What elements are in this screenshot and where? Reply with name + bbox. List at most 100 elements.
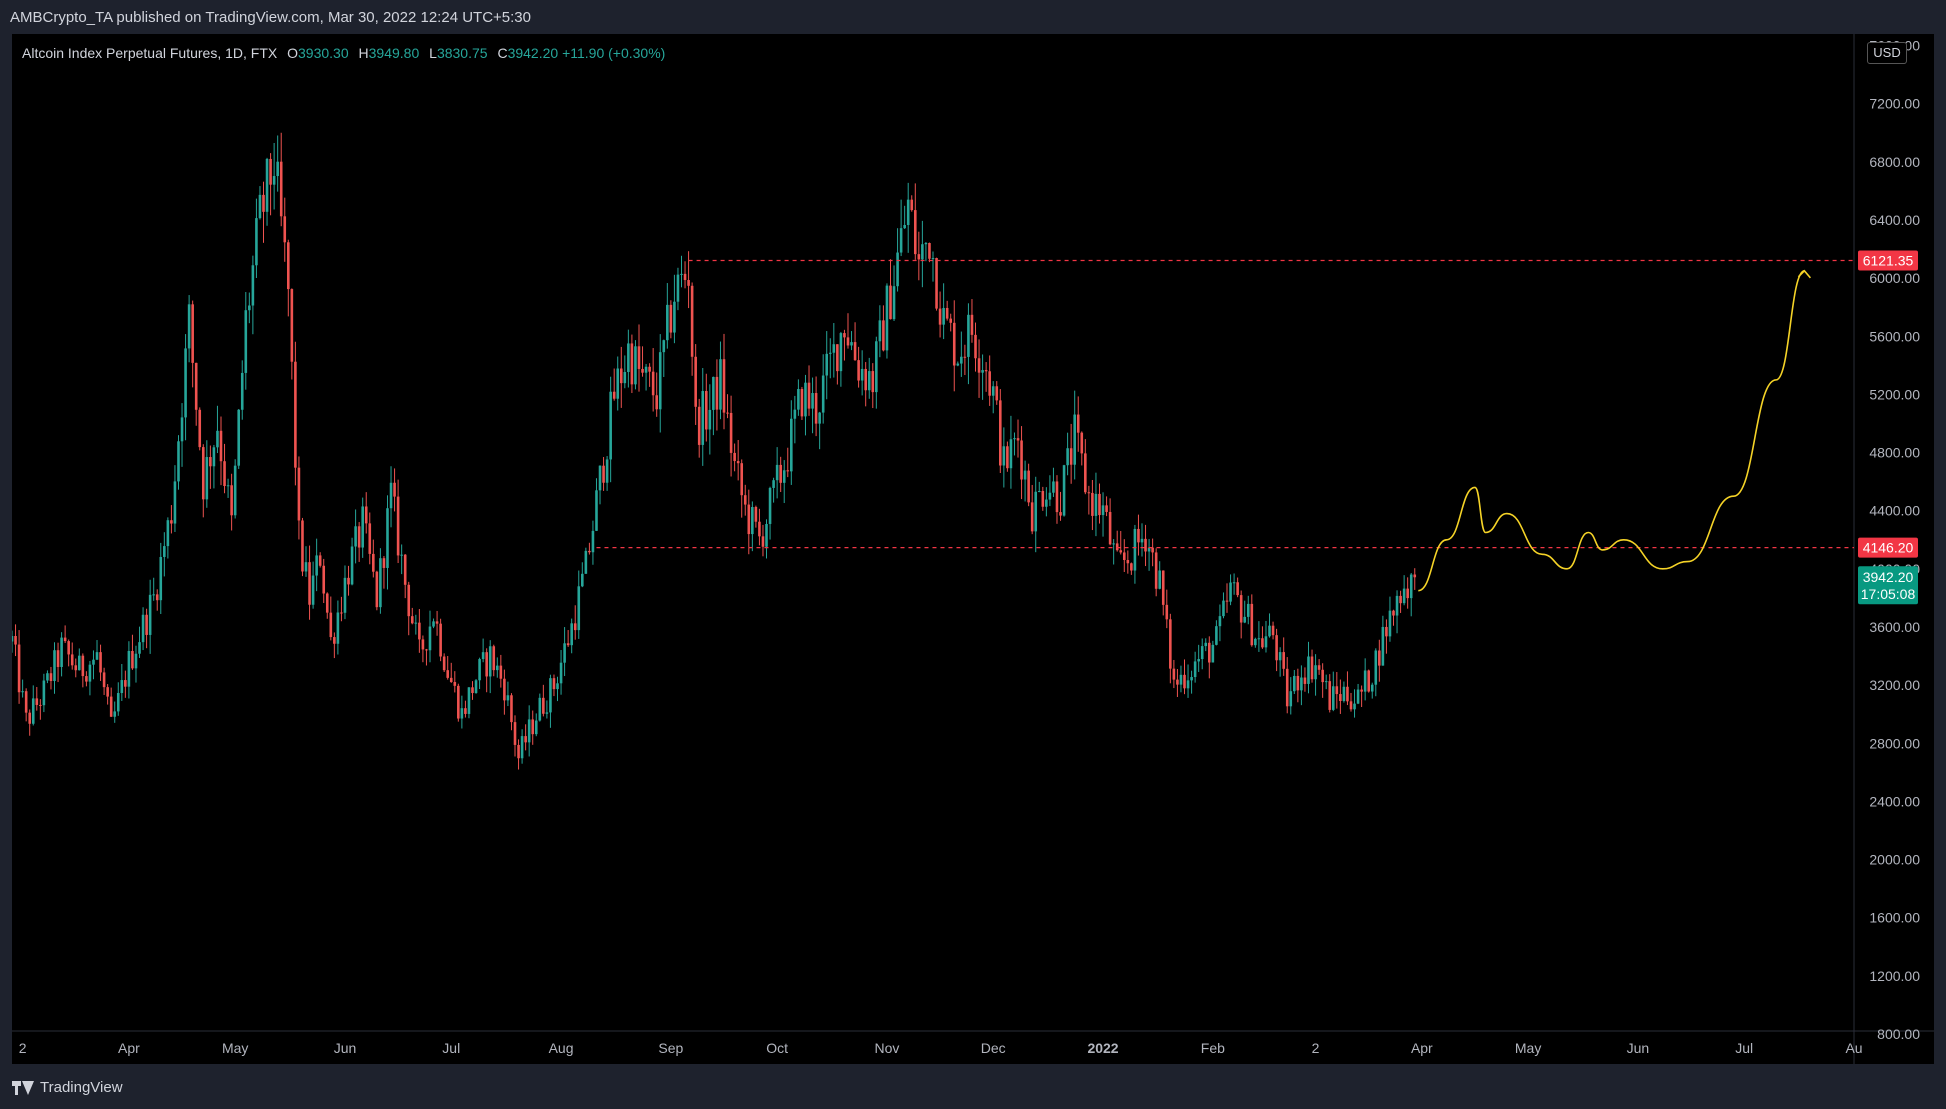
candle-body xyxy=(393,482,396,497)
candle-body xyxy=(1101,505,1105,516)
candlestick-chart[interactable]: 7600.007200.006800.006400.006000.005600.… xyxy=(12,34,1934,1064)
time-tick-label: Au xyxy=(1845,1040,1862,1056)
candle-body xyxy=(372,553,375,572)
candle-body xyxy=(354,526,357,547)
candle-body xyxy=(184,348,187,418)
candle-body xyxy=(375,571,379,608)
candle-body xyxy=(233,465,237,516)
currency-button[interactable]: USD xyxy=(1867,42,1907,64)
candle-body xyxy=(435,621,439,624)
time-tick-label: Apr xyxy=(1411,1040,1433,1056)
candle-body xyxy=(457,685,460,719)
publisher-bar: AMBCrypto_TA published on TradingView.co… xyxy=(0,0,1946,34)
candle-body xyxy=(1204,642,1208,647)
candle-body xyxy=(1059,512,1062,516)
candle-body xyxy=(726,412,729,414)
candle-body xyxy=(336,612,340,644)
candle-body xyxy=(1041,491,1045,507)
candle-body xyxy=(871,371,875,393)
tradingview-brand: TradingView xyxy=(40,1079,123,1096)
candle-body xyxy=(297,467,301,521)
candle-body xyxy=(637,346,641,369)
candle-body xyxy=(552,678,556,690)
candle-body xyxy=(460,708,464,719)
candle-body xyxy=(892,286,896,320)
low-label: L xyxy=(429,45,437,61)
candle-body xyxy=(648,366,651,372)
candle-body xyxy=(1115,543,1119,551)
candle-body xyxy=(751,507,754,535)
candle-body xyxy=(683,273,687,281)
candle-body xyxy=(790,418,793,472)
candle-body xyxy=(1179,674,1183,685)
candle-body xyxy=(1367,670,1371,692)
candle-body xyxy=(1158,570,1162,589)
candle-body xyxy=(428,626,432,651)
candle-body xyxy=(1034,491,1038,532)
candle-body xyxy=(1321,669,1324,683)
candle-body xyxy=(1161,570,1165,605)
candle-body xyxy=(53,650,56,682)
candle-body xyxy=(347,577,350,585)
candle-body xyxy=(1413,574,1417,578)
candle-body xyxy=(60,637,63,667)
candle-body xyxy=(1300,677,1303,691)
price-tick-label: 7200.00 xyxy=(1869,96,1920,112)
candle-body xyxy=(14,635,17,645)
candle-body xyxy=(396,496,400,556)
candle-body xyxy=(1037,491,1041,493)
candle-body xyxy=(170,520,173,524)
candle-body xyxy=(265,158,269,212)
candle-body xyxy=(333,637,336,644)
candle-body xyxy=(598,465,602,491)
candle-body xyxy=(634,346,637,385)
candle-body xyxy=(17,644,21,693)
candle-body xyxy=(807,382,811,409)
candle-body xyxy=(1208,642,1211,663)
time-tick-label: Aug xyxy=(549,1040,574,1056)
candle-body xyxy=(350,546,354,585)
candle-body xyxy=(240,372,244,410)
candle-body xyxy=(860,368,864,381)
candle-body xyxy=(499,665,503,679)
price-tick-label: 4400.00 xyxy=(1869,503,1920,519)
candle-body xyxy=(867,371,871,391)
candle-body xyxy=(325,593,329,613)
chart-frame[interactable]: 7600.007200.006800.006400.006000.005600.… xyxy=(12,34,1934,1064)
projection-arrowhead xyxy=(1797,269,1812,279)
candle-body xyxy=(276,161,279,177)
candle-body xyxy=(1342,686,1346,701)
tradingview-logo[interactable]: TradingView xyxy=(12,1079,123,1096)
candle-body xyxy=(584,550,588,574)
candle-body xyxy=(641,368,644,373)
candle-body xyxy=(821,375,825,413)
candle-body xyxy=(442,656,446,671)
candle-body xyxy=(935,258,938,309)
candle-body xyxy=(924,243,928,245)
candle-body xyxy=(952,322,956,366)
candle-body xyxy=(1296,675,1300,691)
candle-body xyxy=(1381,626,1385,666)
candle-body xyxy=(690,285,694,357)
candle-body xyxy=(389,482,393,509)
candle-body xyxy=(209,457,212,467)
candle-body xyxy=(1264,636,1268,648)
candle-body xyxy=(1254,638,1257,646)
candle-body xyxy=(1009,439,1013,469)
candle-body xyxy=(704,391,708,430)
candle-body xyxy=(191,304,194,363)
candle-body xyxy=(74,665,78,671)
candle-body xyxy=(70,654,74,666)
candle-body xyxy=(758,521,761,537)
candle-body xyxy=(566,643,570,646)
candle-body xyxy=(382,558,386,568)
candle-body xyxy=(800,389,804,417)
candle-body xyxy=(1346,686,1349,702)
time-tick-label: May xyxy=(222,1040,248,1056)
candle-body xyxy=(407,584,411,617)
candle-body xyxy=(219,430,223,462)
candle-body xyxy=(1360,689,1363,692)
time-tick-label: Jul xyxy=(1735,1040,1753,1056)
candle-body xyxy=(811,393,814,409)
candle-body xyxy=(772,480,775,488)
